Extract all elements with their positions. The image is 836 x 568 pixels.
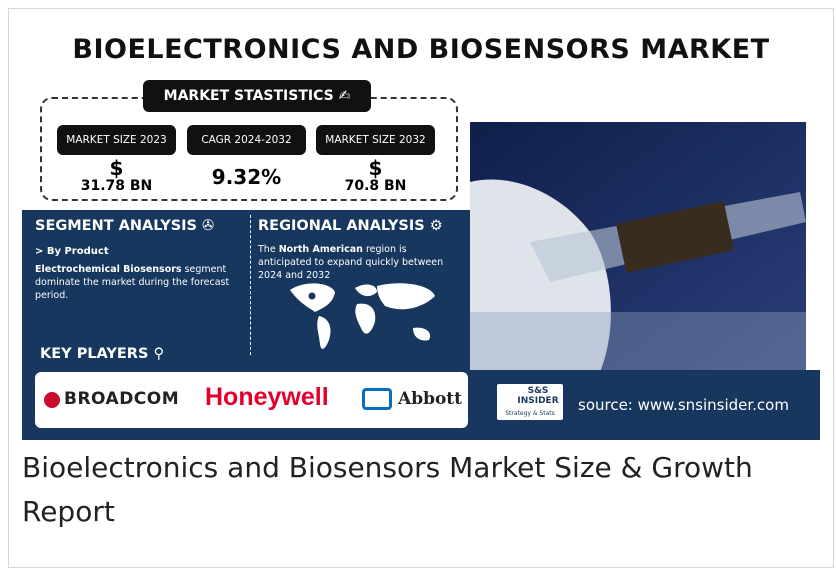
caption: Bioelectronics and Biosensors Market Siz… bbox=[22, 446, 822, 534]
stat-label: MARKET SIZE 2032 bbox=[316, 125, 435, 155]
segment-title-text: SEGMENT ANALYSIS bbox=[35, 218, 197, 234]
key-players-title: KEY PLAYERS ⚲ bbox=[40, 346, 164, 362]
stat-label: MARKET SIZE 2023 bbox=[57, 125, 176, 155]
segment-bold: Electrochemical Biosensors bbox=[35, 264, 182, 275]
regional-text: The North American region is anticipated… bbox=[258, 243, 463, 282]
company: BROADCOM bbox=[64, 389, 179, 409]
regional-before: The bbox=[258, 244, 279, 255]
page: BIOELECTRONICS AND BIOSENSORS MARKET MAR… bbox=[0, 0, 836, 563]
broadcom-icon bbox=[44, 392, 60, 408]
regional-bold: North American bbox=[279, 244, 363, 255]
company: Honeywell bbox=[205, 383, 329, 412]
stat-prefix: $ bbox=[57, 156, 176, 180]
segment-subtitle: > By Product bbox=[35, 246, 109, 257]
logo-tagline: Strategy & Stats bbox=[497, 410, 563, 417]
stats-label-text: MARKET STASTISTICS bbox=[164, 88, 334, 104]
abbott-icon bbox=[362, 388, 392, 410]
segment-text: Electrochemical Biosensors segment domin… bbox=[35, 263, 245, 302]
logo-name: S&S INSIDER bbox=[514, 386, 562, 406]
company: Abbott bbox=[398, 389, 462, 409]
stat-prefix: $ bbox=[316, 156, 435, 180]
source: source: www.snsinsider.com bbox=[578, 396, 789, 414]
stat-value: 31.78 BN bbox=[57, 178, 176, 194]
key-players-text: KEY PLAYERS bbox=[40, 346, 148, 362]
divider bbox=[250, 215, 251, 355]
photo bbox=[470, 122, 806, 372]
stat-value: 70.8 BN bbox=[316, 178, 435, 194]
segment-title: SEGMENT ANALYSIS ✇ bbox=[35, 218, 214, 234]
regional-title-text: REGIONAL ANALYSIS bbox=[258, 218, 425, 234]
infographic-title: BIOELECTRONICS AND BIOSENSORS MARKET bbox=[22, 34, 820, 65]
regional-title: REGIONAL ANALYSIS ⚙ bbox=[258, 218, 443, 234]
stats-label: MARKET STASTISTICS ✍ bbox=[143, 80, 371, 112]
stat-value: 9.32% bbox=[187, 165, 306, 189]
stat-label: CAGR 2024-2032 bbox=[187, 125, 306, 155]
world-map bbox=[285, 278, 445, 356]
